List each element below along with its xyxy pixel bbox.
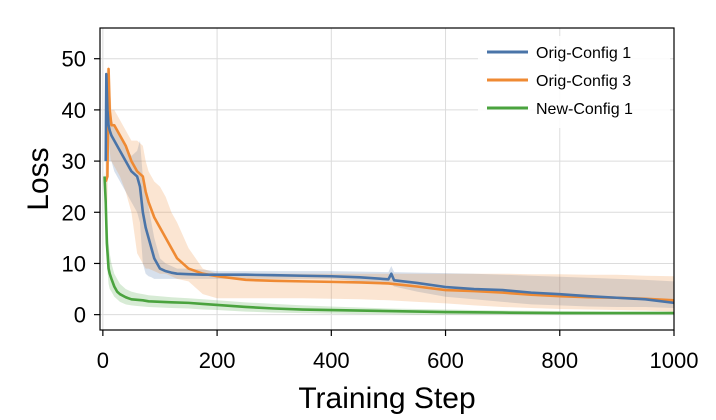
line-new-config-1 bbox=[103, 176, 674, 315]
x-tick-label: 600 bbox=[427, 348, 464, 373]
legend-item-orig-config-1: Orig-Config 1 bbox=[487, 45, 631, 62]
series-lines bbox=[103, 67, 675, 315]
x-tick-label: 0 bbox=[97, 348, 109, 373]
y-tick-label: 40 bbox=[62, 98, 86, 123]
legend-label: Orig-Config 3 bbox=[536, 73, 631, 90]
x-tick-label: 1000 bbox=[650, 348, 699, 373]
band-orig-config-3 bbox=[105, 63, 675, 312]
x-tick-label: 200 bbox=[199, 348, 236, 373]
y-tick-label: 30 bbox=[62, 149, 86, 174]
y-tick-label: 10 bbox=[62, 251, 86, 276]
legend-label: New-Config 1 bbox=[536, 101, 633, 118]
y-tick-label: 50 bbox=[62, 47, 86, 72]
x-tick-label: 400 bbox=[313, 348, 350, 373]
y-axis-ticks: 0 10 20 30 40 50 bbox=[62, 47, 100, 328]
band-new-config-1 bbox=[104, 171, 674, 315]
legend-item-orig-config-3: Orig-Config 3 bbox=[487, 73, 631, 90]
y-tick-label: 0 bbox=[74, 303, 86, 328]
plot-frame bbox=[99, 27, 675, 331]
x-axis-title: Training Step bbox=[298, 382, 475, 415]
y-tick-label: 20 bbox=[62, 200, 86, 225]
x-tick-label: 800 bbox=[541, 348, 578, 373]
band-orig-config-1 bbox=[105, 68, 675, 308]
y-axis-title: Loss bbox=[22, 147, 55, 210]
x-axis-ticks: 0 200 400 600 800 1000 bbox=[97, 330, 699, 373]
line-orig-config-1 bbox=[104, 72, 675, 305]
variance-bands bbox=[104, 63, 675, 315]
legend-label: Orig-Config 1 bbox=[536, 45, 631, 62]
legend: Orig-Config 1 Orig-Config 3 New-Config 1 bbox=[478, 36, 670, 128]
line-orig-config-3 bbox=[104, 67, 675, 302]
legend-item-new-config-1: New-Config 1 bbox=[487, 101, 633, 118]
